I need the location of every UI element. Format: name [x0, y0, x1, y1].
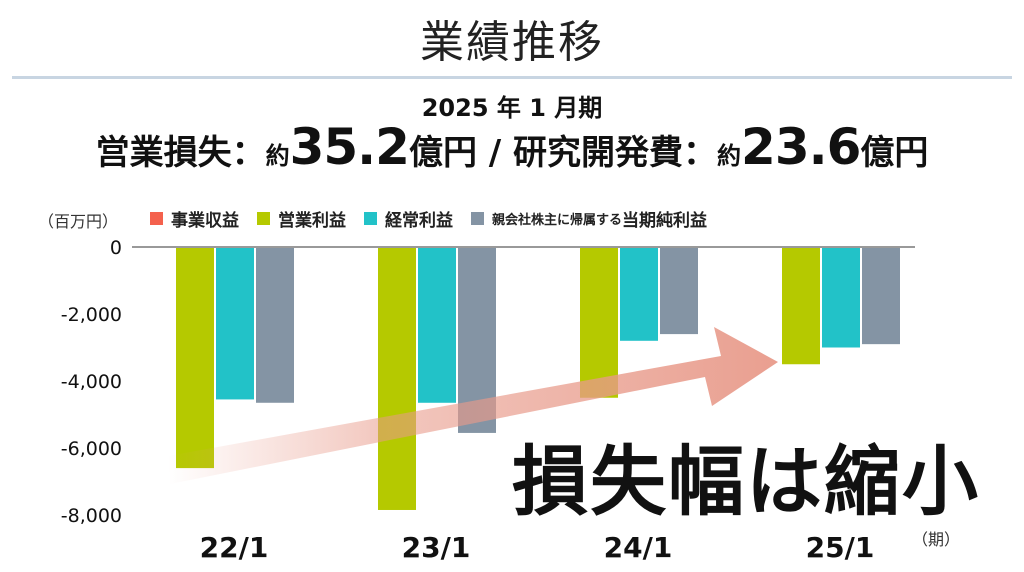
y-tick-label: -8,000 [61, 505, 122, 527]
bar-ordinary-25-1 [822, 247, 860, 348]
bar-ordinary-24-1 [620, 247, 658, 341]
trend-arrow-shape [168, 327, 778, 484]
trend-arrow [168, 327, 778, 484]
headline-period: 2025 年 1 月期 [421, 94, 603, 122]
legend-swatch-revenue [150, 212, 163, 225]
x-category-label: 23/1 [402, 531, 471, 564]
legend-item-net: 親会社株主に帰属する 当期純利益 [471, 206, 707, 231]
chart-legend: 事業収益 営業利益 経常利益 親会社株主に帰属する 当期純利益 [150, 206, 725, 231]
x-unit-label: （期） [912, 530, 960, 549]
bar-operating-25-1 [782, 247, 820, 365]
unit-2: 億円 [860, 133, 929, 173]
legend-swatch-net [471, 212, 484, 225]
rd-label: 研究開発費： [513, 133, 718, 173]
callout-text: 損失幅は縮小 [512, 437, 980, 526]
legend-label-net-suffix: 当期純利益 [622, 211, 708, 231]
headline-separator: / [476, 133, 514, 173]
headline: 営業損失：約35.2億円 / 研究開発費：約23.6億円 [0, 118, 1024, 176]
x-category-label: 25/1 [806, 531, 875, 564]
bar-net-25-1 [862, 247, 900, 345]
y-unit-label: （百万円） [38, 212, 119, 231]
x-category-label: 22/1 [200, 531, 269, 564]
legend-swatch-operating [257, 212, 270, 225]
bar-net-24-1 [660, 247, 698, 335]
approx-1: 約 [265, 142, 290, 170]
bars [176, 247, 900, 510]
bar-net-22-1 [256, 247, 294, 403]
bar-ordinary-22-1 [216, 247, 254, 400]
legend-label-net-prefix: 親会社株主に帰属する [492, 213, 623, 228]
y-tick-label: -2,000 [61, 304, 122, 326]
legend-label-operating: 営業利益 [278, 211, 346, 231]
bar-operating-24-1 [580, 247, 618, 398]
y-tick-label: 0 [110, 237, 122, 259]
legend-item-ordinary: 経常利益 [364, 206, 453, 231]
op-loss-label: 営業損失： [95, 133, 266, 173]
legend-swatch-ordinary [364, 212, 377, 225]
y-tick-label: -4,000 [61, 371, 122, 393]
legend-label-ordinary: 経常利益 [385, 211, 453, 231]
bar-ordinary-23-1 [418, 247, 456, 403]
unit-1: 億円 [408, 133, 477, 173]
legend-item-operating: 営業利益 [257, 206, 346, 231]
title-divider [12, 76, 1012, 79]
x-category-label: 24/1 [604, 531, 673, 564]
legend-label-revenue: 事業収益 [171, 211, 239, 231]
bar-operating-22-1 [176, 247, 214, 469]
op-loss-value: 35.2 [289, 118, 410, 176]
y-tick-label: -6,000 [61, 438, 122, 460]
rd-value: 23.6 [741, 118, 861, 176]
bar-operating-23-1 [378, 247, 416, 510]
legend-item-revenue: 事業収益 [150, 206, 239, 231]
page-title: 業績推移 [420, 17, 604, 68]
approx-2: 約 [717, 142, 742, 170]
axes: 0 -2,000 -4,000 -6,000 -8,000 22/1 23/1 24/1 25/… [61, 237, 915, 564]
